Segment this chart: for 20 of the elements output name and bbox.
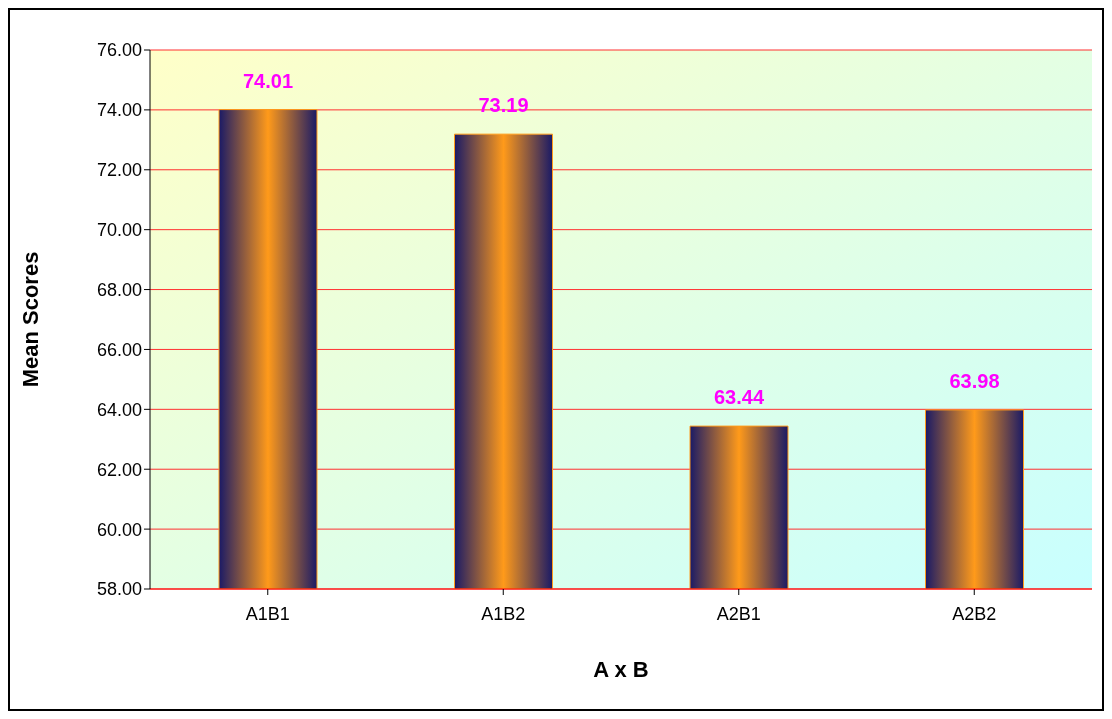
y-tick-label: 68.00 (96, 279, 142, 300)
x-tick-label: A1B1 (245, 603, 290, 624)
y-tick-label: 70.00 (96, 220, 142, 241)
y-tick-label: 74.00 (96, 100, 142, 121)
y-tick-label: 76.00 (96, 40, 142, 61)
x-tick-label: A2B1 (716, 603, 761, 624)
y-tick-label: 62.00 (96, 459, 142, 480)
x-axis-title: A x B (593, 657, 649, 682)
y-tick-label: 66.00 (96, 339, 142, 360)
y-tick-label: 72.00 (96, 160, 142, 181)
y-axis-title: Mean Scores (17, 251, 43, 388)
data-label: 63.98 (949, 369, 1000, 392)
data-label: 63.44 (713, 386, 765, 409)
x-tick-label: A2B2 (952, 603, 997, 624)
data-label: 74.01 (242, 69, 294, 92)
y-tick-label: 64.00 (96, 399, 142, 420)
data-label: 73.19 (478, 94, 529, 117)
y-tick-label: 58.00 (96, 579, 142, 600)
x-tick-label: A1B2 (481, 603, 526, 624)
y-tick-label: 60.00 (96, 519, 142, 540)
